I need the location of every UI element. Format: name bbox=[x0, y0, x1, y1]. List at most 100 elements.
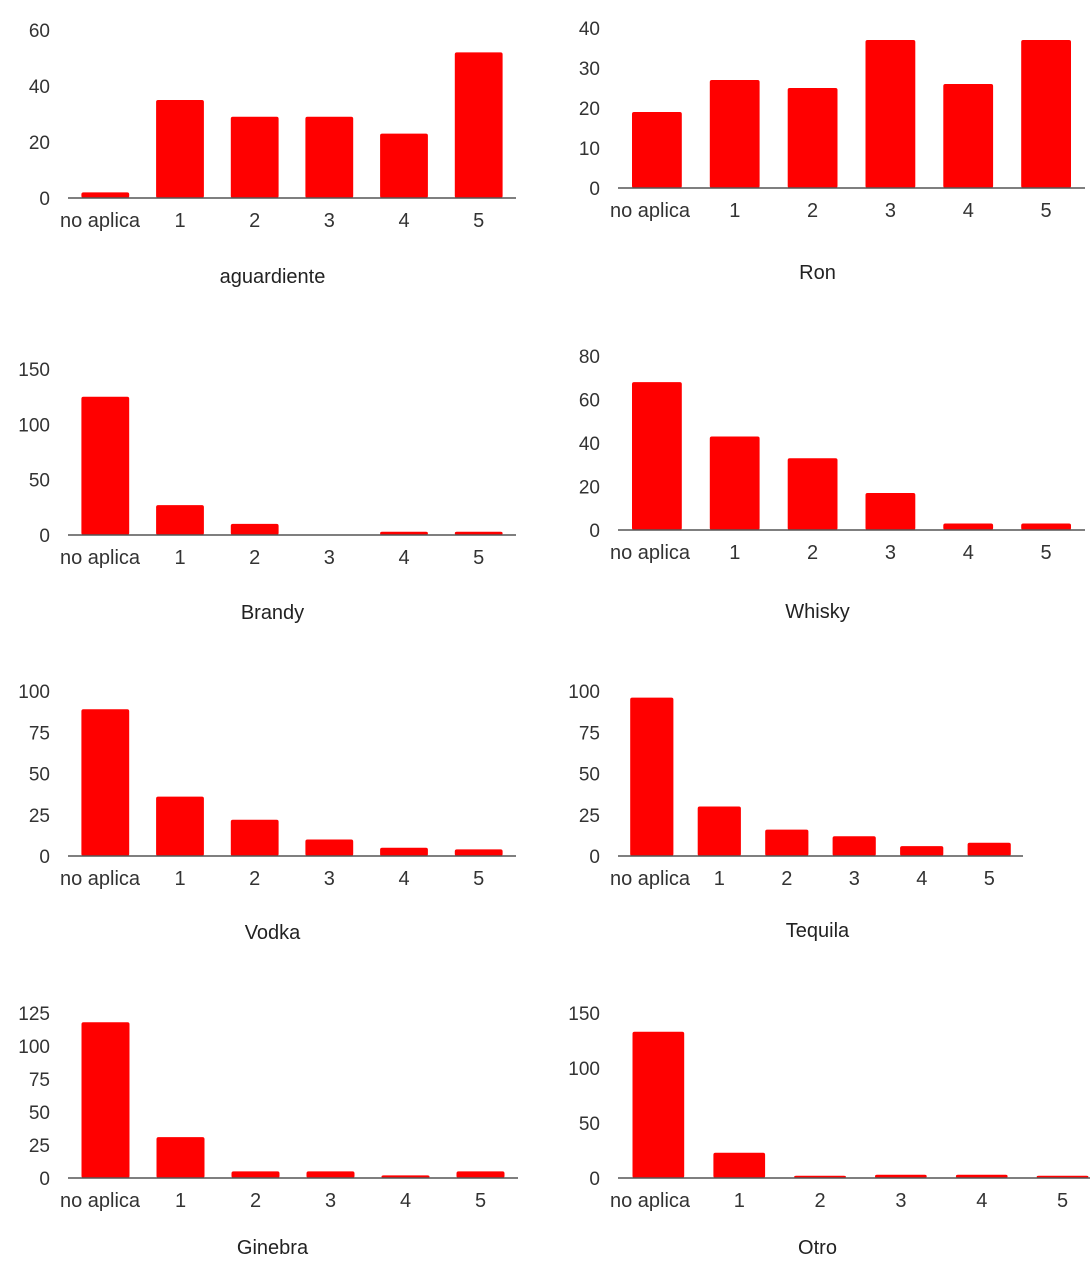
x-tick-label: 4 bbox=[916, 868, 927, 890]
x-tick-label: 4 bbox=[398, 547, 409, 569]
x-axis-label: Ron bbox=[799, 262, 836, 284]
bar-no-aplica bbox=[632, 112, 682, 188]
bar-chart-brandy: 0 50 100 150 no aplica 1 2 3 4 5 bbox=[18, 360, 516, 569]
x-tick-label: 3 bbox=[885, 200, 896, 222]
y-tick-label: 125 bbox=[18, 1004, 50, 1025]
x-tick-label: 4 bbox=[976, 1190, 987, 1212]
y-tick-label: 0 bbox=[589, 521, 600, 542]
x-tick-label: 5 bbox=[1041, 542, 1052, 564]
y-tick-label: 100 bbox=[568, 682, 600, 703]
y-tick-label: 0 bbox=[39, 526, 50, 547]
y-tick-label: 0 bbox=[589, 179, 600, 200]
y-tick-label: 40 bbox=[29, 77, 50, 98]
chart-panel-aguardiente: 0 20 40 60 no aplica 1 2 3 4 5 aguardiente bbox=[0, 0, 545, 310]
bar-4 bbox=[380, 847, 428, 857]
x-tick-label: 2 bbox=[807, 200, 818, 222]
chart-panel-brandy: 0 50 100 150 no aplica 1 2 3 4 5 Brandy bbox=[0, 335, 545, 635]
x-tick-label: 1 bbox=[729, 542, 740, 564]
bar-1 bbox=[709, 80, 760, 188]
chart-panel-otro: 0 50 100 150 no aplica 1 2 3 4 5 Otro bbox=[545, 985, 1090, 1269]
x-tick-label: 1 bbox=[734, 1190, 745, 1212]
x-tick-label: 5 bbox=[1041, 200, 1052, 222]
bar-1 bbox=[156, 100, 204, 198]
bar-3 bbox=[875, 1174, 927, 1178]
bar-5 bbox=[454, 849, 503, 856]
x-tick-label: no aplica bbox=[60, 547, 141, 569]
bar-2 bbox=[231, 1171, 280, 1178]
bar-chart-ron: 0 10 20 30 40 no aplica 1 2 3 4 5 bbox=[579, 19, 1085, 222]
x-tick-label: 4 bbox=[400, 1190, 411, 1212]
bar-2 bbox=[230, 116, 279, 198]
bar-5 bbox=[454, 52, 503, 199]
bar-no-aplica bbox=[81, 396, 130, 535]
bar-chart-aguardiente: 0 20 40 60 no aplica 1 2 3 4 5 bbox=[29, 21, 516, 232]
bar-1 bbox=[156, 1137, 205, 1178]
bar-1 bbox=[713, 1152, 766, 1178]
bar-3 bbox=[865, 40, 916, 188]
bar-no-aplica bbox=[630, 697, 674, 856]
x-tick-label: 2 bbox=[249, 210, 260, 232]
x-tick-label: 3 bbox=[324, 868, 335, 890]
y-tick-label: 100 bbox=[18, 415, 50, 436]
bar-chart-otro: 0 50 100 150 no aplica 1 2 3 4 5 bbox=[568, 1004, 1090, 1212]
bar-5 bbox=[454, 531, 503, 535]
y-tick-label: 0 bbox=[39, 1169, 50, 1190]
bar-4 bbox=[380, 531, 428, 535]
x-axis-label: Whisky bbox=[785, 601, 850, 623]
x-tick-label: 5 bbox=[473, 210, 484, 232]
bar-3 bbox=[305, 839, 354, 856]
bar-3 bbox=[305, 116, 354, 198]
bar-4 bbox=[955, 1174, 1008, 1178]
y-tick-label: 40 bbox=[579, 19, 600, 40]
x-tick-label: 1 bbox=[174, 868, 185, 890]
x-tick-label: 1 bbox=[729, 200, 740, 222]
bar-2 bbox=[787, 88, 838, 188]
x-tick-label: 1 bbox=[174, 547, 185, 569]
y-tick-label: 20 bbox=[579, 478, 600, 499]
x-tick-label: 1 bbox=[175, 1190, 186, 1212]
bar-4 bbox=[943, 523, 994, 530]
bar-1 bbox=[709, 436, 760, 530]
y-tick-label: 100 bbox=[568, 1059, 600, 1080]
x-axis-label: Vodka bbox=[244, 922, 301, 944]
x-axis-label: Brandy bbox=[240, 602, 305, 624]
x-tick-label: 2 bbox=[250, 1190, 261, 1212]
x-tick-label: no aplica bbox=[610, 1190, 691, 1212]
x-tick-label: 1 bbox=[714, 868, 725, 890]
y-tick-label: 0 bbox=[589, 847, 600, 868]
x-axis-label: Tequila bbox=[785, 920, 850, 942]
chart-panel-ginebra: 0 25 50 75 100 125 no aplica 1 2 3 4 5 Ginebra bbox=[0, 985, 545, 1269]
bar-1 bbox=[156, 796, 204, 856]
bar-4 bbox=[900, 846, 944, 856]
x-tick-label: no aplica bbox=[610, 868, 691, 890]
y-tick-label: 50 bbox=[579, 765, 600, 786]
y-tick-label: 25 bbox=[29, 1136, 50, 1157]
bar-3 bbox=[865, 493, 916, 530]
x-tick-label: 2 bbox=[249, 547, 260, 569]
chart-panel-tequila: 0 25 50 75 100 no aplica 1 2 3 4 5 Tequila bbox=[545, 660, 1090, 960]
y-tick-label: 150 bbox=[568, 1004, 600, 1025]
y-tick-label: 75 bbox=[29, 723, 50, 744]
x-tick-label: 4 bbox=[398, 868, 409, 890]
x-tick-label: no aplica bbox=[610, 542, 691, 564]
x-tick-label: 5 bbox=[473, 547, 484, 569]
bar-5 bbox=[967, 842, 1011, 856]
y-tick-label: 150 bbox=[18, 360, 50, 381]
bar-2 bbox=[765, 829, 809, 856]
bar-no-aplica bbox=[632, 1031, 685, 1178]
x-tick-label: 4 bbox=[963, 200, 974, 222]
x-tick-label: no aplica bbox=[60, 868, 141, 890]
y-tick-label: 10 bbox=[579, 139, 600, 160]
y-tick-label: 0 bbox=[589, 1169, 600, 1190]
y-tick-label: 60 bbox=[579, 391, 600, 412]
y-tick-label: 80 bbox=[579, 347, 600, 368]
x-tick-label: 4 bbox=[398, 210, 409, 232]
bar-3 bbox=[306, 1171, 355, 1178]
x-tick-label: 3 bbox=[324, 547, 335, 569]
x-tick-label: 4 bbox=[963, 542, 974, 564]
y-tick-label: 25 bbox=[579, 806, 600, 827]
y-tick-label: 50 bbox=[29, 471, 50, 492]
chart-panel-whisky: 0 20 40 60 80 no aplica 1 2 3 4 5 Whisky bbox=[545, 335, 1090, 635]
x-tick-label: 3 bbox=[885, 542, 896, 564]
bar-1 bbox=[156, 505, 204, 535]
